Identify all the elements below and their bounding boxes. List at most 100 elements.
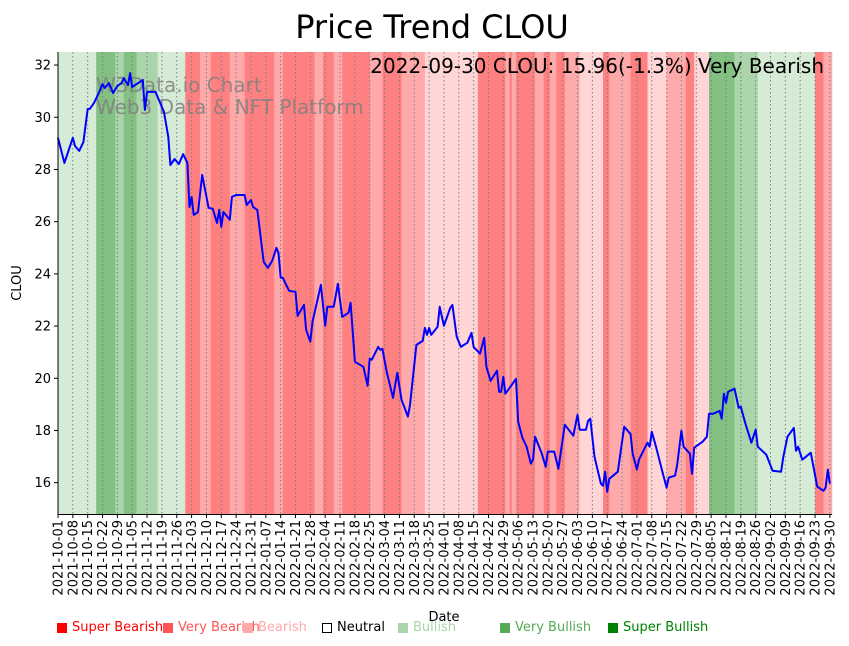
x-tick-label: 2021-10-29 [111, 520, 126, 596]
legend-swatch [322, 622, 332, 633]
legend-item-super-bullish: Super Bullish [608, 620, 708, 635]
legend-label: Super Bullish [623, 620, 709, 635]
x-axis-label: Date [428, 610, 459, 625]
legend-swatch [608, 622, 618, 633]
x-tick-label: 2022-02-18 [348, 520, 363, 596]
legend-item-bullish: Bullish [398, 620, 456, 635]
x-tick-label: 2022-01-07 [259, 520, 274, 596]
x-tick-label: 2021-12-17 [215, 520, 230, 596]
x-tick-label: 2022-04-29 [497, 520, 512, 596]
x-tick-label: 2022-03-11 [393, 520, 408, 596]
legend-label: Very Bearish [178, 620, 260, 635]
sentiment-band [314, 52, 324, 514]
x-tick-label: 2022-08-12 [719, 520, 734, 596]
x-tick-label: 2022-07-15 [660, 520, 675, 596]
sentiment-band [564, 52, 580, 514]
x-tick-label: 2022-09-16 [794, 520, 809, 596]
x-tick-label: 2022-06-03 [571, 520, 586, 596]
x-tick-label: 2022-02-11 [334, 520, 349, 596]
sentiment-band [115, 52, 125, 514]
chart-title: Price Trend CLOU [295, 8, 569, 46]
sentiment-band [734, 52, 759, 514]
sentiment-band [505, 52, 510, 514]
x-tick-label: 2022-01-14 [274, 520, 289, 596]
legend-label: Bullish [413, 620, 457, 635]
sentiment-band [511, 52, 517, 514]
sentiment-band [424, 52, 479, 514]
x-tick-label: 2022-09-02 [764, 520, 779, 596]
x-tick-label: 2021-12-03 [185, 520, 200, 596]
y-axis-label: CLOU [10, 265, 25, 301]
y-tick-label: 28 [34, 163, 51, 178]
x-tick-label: 2022-06-10 [586, 520, 601, 596]
sentiment-band [516, 52, 536, 514]
x-tick-label: 2022-01-21 [289, 520, 304, 596]
sentiment-band [185, 52, 201, 514]
legend-item-super-bearish: Super Bearish [57, 620, 163, 635]
legend-item-very-bullish: Very Bullish [500, 620, 591, 635]
sentiment-band [543, 52, 551, 514]
sentiment-band [477, 52, 506, 514]
sentiment-band [823, 52, 833, 514]
x-tick-label: 2021-11-26 [170, 520, 185, 596]
y-tick-label: 30 [34, 111, 51, 126]
sentiment-band [685, 52, 695, 514]
sentiment-band [96, 52, 116, 514]
sentiment-band [647, 52, 667, 514]
sentiment-band [369, 52, 383, 514]
sentiment-band [382, 52, 402, 514]
x-tick-label: 2022-03-04 [378, 520, 393, 596]
x-tick-label: 2021-12-10 [200, 520, 215, 596]
x-gridlines [57, 52, 831, 514]
sentiment-band [282, 52, 315, 514]
x-tick-label: 2022-08-26 [749, 520, 764, 596]
x-tick-label: 2021-10-01 [52, 520, 67, 596]
sentiment-band [666, 52, 686, 514]
legend-label: Bearish [258, 620, 307, 635]
y-tick-label: 22 [34, 320, 51, 335]
y-tick-label: 18 [34, 424, 51, 439]
x-tick-label: 2022-05-20 [541, 520, 556, 596]
sentiment-band [602, 52, 610, 514]
x-tick-label: 2021-11-05 [126, 520, 141, 596]
sentiment-band [136, 52, 158, 514]
y-tick-label: 26 [34, 215, 51, 230]
sentiment-band [342, 52, 371, 514]
x-tick-label: 2022-07-08 [645, 520, 660, 596]
x-ticks: 2021-10-01 2021-10-08 2021-10-15 2021-10-22… [52, 514, 838, 596]
x-tick-label: 2022-02-25 [363, 520, 378, 596]
price-line-clou [57, 72, 831, 493]
sentiment-band [58, 52, 97, 514]
x-tick-label: 2022-09-23 [809, 520, 824, 596]
sentiment-band [609, 52, 631, 514]
x-tick-label: 2022-03-18 [408, 520, 423, 596]
legend-item-neutral: Neutral [322, 620, 385, 635]
sentiment-band [556, 52, 566, 514]
legend-label: Super Bearish [72, 620, 164, 635]
legend: Super Bearish Very Bearish Bearish Neutr… [0, 620, 849, 640]
sentiment-band [535, 52, 544, 514]
x-tick-label: 2021-12-31 [244, 520, 259, 596]
legend-item-very-bearish: Very Bearish [163, 620, 260, 635]
x-tick-label: 2022-06-17 [601, 520, 616, 596]
legend-swatch [163, 622, 173, 633]
y-tick-label: 32 [34, 59, 51, 74]
x-tick-label: 2022-04-08 [452, 520, 467, 596]
x-tick-label: 2022-03-25 [423, 520, 438, 596]
y-tick-label: 16 [34, 476, 51, 491]
price-line-layer [57, 72, 831, 493]
y-tick-label: 20 [34, 372, 51, 387]
sentiment-band [709, 52, 735, 514]
x-tick-label: 2022-06-24 [616, 520, 631, 596]
x-tick-label: 2021-12-24 [230, 520, 245, 596]
x-tick-label: 2022-04-15 [467, 520, 482, 596]
sentiment-band [123, 52, 137, 514]
x-tick-label: 2022-09-30 [823, 520, 838, 596]
legend-swatch [243, 622, 253, 633]
x-tick-label: 2021-10-08 [66, 520, 81, 596]
sentiment-band [244, 52, 275, 514]
sentiment-band [229, 52, 245, 514]
sentiment-bands [58, 52, 833, 514]
x-tick-label: 2022-07-29 [690, 520, 705, 596]
